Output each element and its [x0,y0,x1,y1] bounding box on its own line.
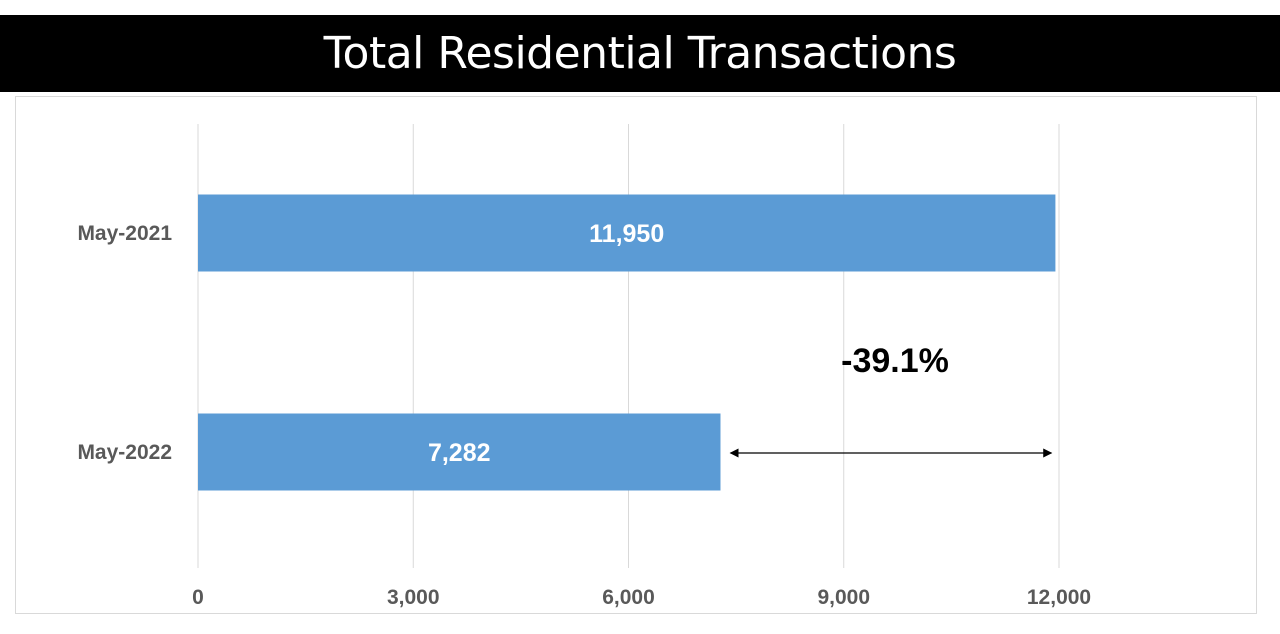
chart-title: Total Residential Transactions [323,28,957,79]
chart-frame [15,96,1257,614]
x-tick-label: 0 [192,586,204,609]
category-label: May-2022 [77,441,172,464]
change-annotation: -39.1% [841,342,949,380]
bar [198,413,721,491]
x-tick-label: 9,000 [817,586,870,609]
x-tick-label: 12,000 [1027,586,1091,609]
x-tick-label: 6,000 [602,586,655,609]
x-tick-label: 3,000 [387,586,440,609]
data-label: 11,950 [589,220,664,248]
bar [198,194,1056,272]
data-label: 7,282 [428,439,491,467]
category-label: May-2021 [77,222,172,245]
title-bar: Total Residential Transactions [0,15,1280,92]
